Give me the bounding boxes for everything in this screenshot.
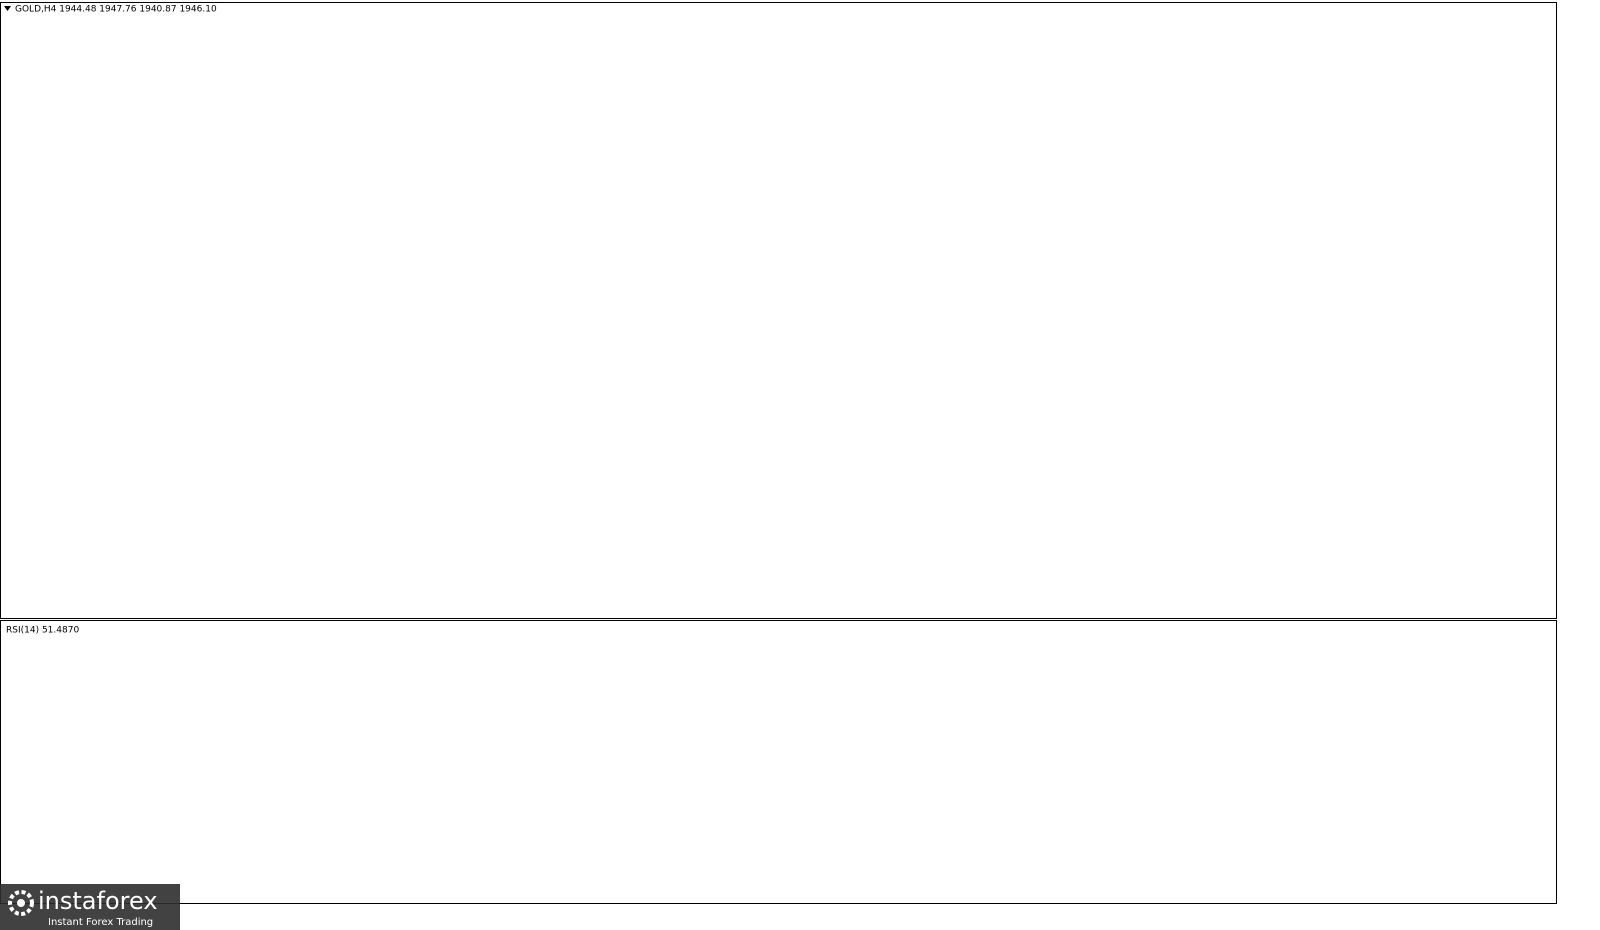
symbol-icon <box>4 6 11 11</box>
watermark-gear-center <box>17 899 25 907</box>
chart-title: GOLD,H4 1944.48 1947.76 1940.87 1946.10 <box>15 5 217 15</box>
main-panel-frame <box>0 2 1557 619</box>
watermark-gear <box>8 890 34 916</box>
rsi-title: RSI(14) 51.4870 <box>6 626 79 636</box>
watermark: instaforex Instant Forex Trading <box>0 884 180 930</box>
watermark-box <box>0 884 180 930</box>
watermark-brand: instaforex <box>38 887 158 915</box>
watermark-tagline: Instant Forex Trading <box>48 917 153 928</box>
rsi-panel-frame <box>0 620 1557 904</box>
